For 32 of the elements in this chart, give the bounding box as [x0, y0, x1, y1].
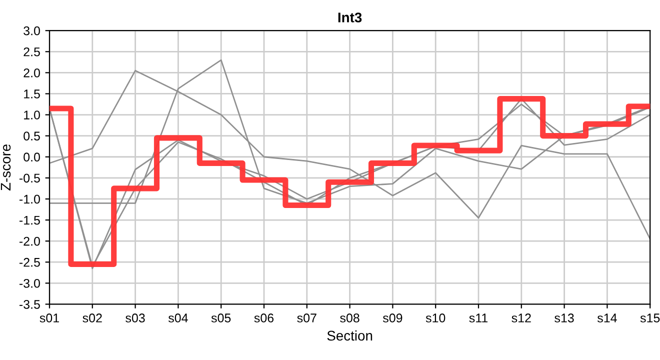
x-tick-label: s12	[512, 314, 531, 322]
x-tick-label: s09	[382, 314, 402, 322]
x-tick-label: s08	[340, 314, 360, 322]
x-tick-label: s04	[168, 314, 188, 322]
y-axis-title: Z-score	[0, 144, 11, 190]
x-tick-label: s14	[597, 314, 617, 322]
y-tick-label: 2.0	[24, 68, 40, 78]
y-tick-label: -2.0	[19, 236, 40, 246]
x-tick-label: s05	[211, 314, 231, 322]
x-tick-label: s03	[126, 314, 145, 322]
x-tick-label: s01	[40, 314, 59, 322]
x-tick-label: s13	[554, 314, 574, 322]
x-tick-label: s07	[297, 314, 316, 322]
x-tick-label: s10	[426, 314, 446, 322]
y-tick-label: -0.5	[19, 174, 40, 183]
x-axis-title: Section	[327, 330, 372, 341]
x-tick-label: s15	[640, 314, 660, 322]
y-tick-label: 1.5	[24, 90, 40, 98]
x-tick-label: s11	[469, 314, 488, 322]
y-tick-label: 3.0	[24, 26, 40, 36]
y-tick-label: -1.0	[19, 194, 40, 204]
x-tick-label: s02	[82, 314, 102, 322]
x-tick-label: s06	[254, 314, 274, 322]
y-tick-label: -3.0	[19, 278, 40, 288]
y-tick-label: -1.5	[19, 216, 40, 225]
y-tick-label: 2.5	[24, 47, 40, 56]
y-tick-label: 1.0	[24, 110, 40, 120]
y-tick-label: -2.5	[19, 258, 40, 267]
chart-title: Int3	[338, 12, 362, 22]
y-tick-label: 0.5	[24, 132, 40, 140]
y-tick-label: 0.0	[24, 152, 40, 162]
y-tick-label: -3.5	[19, 300, 40, 309]
